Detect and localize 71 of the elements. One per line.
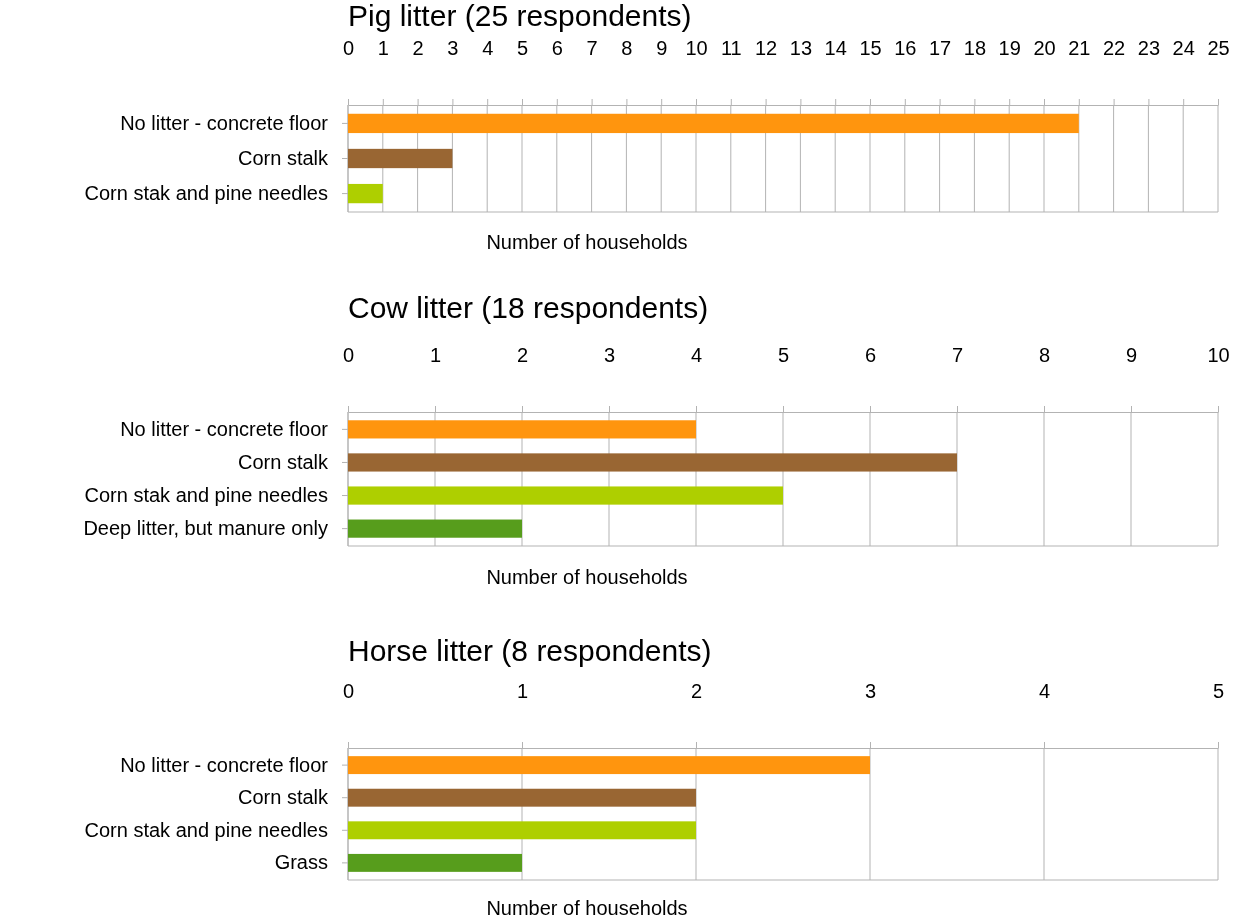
y-tick-label: Corn stak and pine needles bbox=[84, 818, 328, 841]
x-tick-label: 9 bbox=[1125, 344, 1138, 366]
x-tick-label: 6 bbox=[551, 37, 563, 59]
x-tick-label: 0 bbox=[342, 37, 355, 59]
bar bbox=[348, 853, 522, 872]
y-tick-label: No litter - concrete floor bbox=[120, 417, 329, 440]
x-axis-title: Number of households bbox=[486, 231, 688, 253]
x-tick-label: 3 bbox=[864, 680, 877, 702]
x-tick-label: 24 bbox=[1172, 37, 1195, 59]
bar bbox=[348, 821, 696, 840]
bar bbox=[348, 453, 957, 472]
bar bbox=[348, 183, 383, 204]
chart-title: Pig litter (25 respondents) bbox=[348, 0, 692, 32]
x-tick-label: 25 bbox=[1207, 37, 1230, 59]
y-tick-label: Grass bbox=[274, 851, 328, 874]
x-tick-label: 15 bbox=[859, 37, 882, 59]
y-tick-label: Corn stak and pine needles bbox=[84, 483, 328, 506]
x-tick-label: 0 bbox=[342, 344, 355, 366]
x-tick-label: 5 bbox=[1212, 680, 1225, 702]
y-tick-label: Deep litter, but manure only bbox=[83, 517, 328, 540]
bar bbox=[348, 788, 696, 807]
x-tick-label: 2 bbox=[516, 344, 529, 366]
x-tick-label: 5 bbox=[516, 37, 529, 59]
x-tick-label: 10 bbox=[685, 37, 708, 59]
x-tick-label: 18 bbox=[963, 37, 987, 59]
x-tick-label: 8 bbox=[621, 37, 633, 59]
x-tick-label: 1 bbox=[377, 37, 389, 59]
y-tick-label: Corn stak and pine needles bbox=[84, 181, 328, 204]
x-axis-title: Number of households bbox=[486, 897, 688, 918]
x-axis-title: Number of households bbox=[486, 566, 688, 588]
x-tick-label: 4 bbox=[1038, 680, 1051, 702]
x-tick-label: 6 bbox=[864, 344, 877, 366]
x-tick-label: 3 bbox=[447, 37, 459, 59]
bar bbox=[348, 756, 870, 775]
chart-title: Horse litter (8 respondents) bbox=[348, 634, 712, 667]
y-tick-label: No litter - concrete floor bbox=[120, 111, 329, 134]
x-tick-label: 17 bbox=[928, 37, 952, 59]
x-tick-label: 4 bbox=[482, 37, 494, 59]
y-tick-label: Corn stalk bbox=[237, 146, 329, 169]
x-tick-label: 4 bbox=[690, 344, 703, 366]
y-tick-label: Corn stalk bbox=[237, 786, 329, 809]
x-tick-label: 2 bbox=[412, 37, 424, 59]
x-tick-label: 22 bbox=[1102, 37, 1126, 59]
x-tick-label: 12 bbox=[754, 37, 778, 59]
x-tick-label: 8 bbox=[1038, 344, 1051, 366]
y-tick-label: Corn stalk bbox=[237, 450, 329, 473]
x-tick-label: 1 bbox=[516, 680, 529, 702]
x-tick-label: 3 bbox=[603, 344, 616, 366]
x-tick-label: 11 bbox=[720, 37, 742, 59]
x-tick-label: 16 bbox=[894, 37, 917, 59]
bar bbox=[348, 113, 1079, 134]
x-tick-label: 1 bbox=[429, 344, 442, 366]
x-tick-label: 13 bbox=[789, 37, 813, 59]
x-tick-label: 5 bbox=[777, 344, 790, 366]
bar bbox=[348, 519, 522, 538]
x-tick-label: 14 bbox=[824, 37, 847, 59]
x-tick-label: 2 bbox=[690, 680, 703, 702]
x-tick-label: 7 bbox=[951, 344, 964, 366]
x-tick-label: 9 bbox=[656, 37, 668, 59]
x-tick-label: 0 bbox=[342, 680, 355, 702]
x-tick-label: 23 bbox=[1137, 37, 1161, 59]
x-tick-label: 20 bbox=[1033, 37, 1056, 59]
bar bbox=[348, 420, 696, 439]
bar bbox=[348, 148, 453, 169]
x-tick-label: 19 bbox=[998, 37, 1021, 59]
y-tick-label: No litter - concrete floor bbox=[120, 753, 329, 776]
chart-title: Cow litter (18 respondents) bbox=[348, 291, 709, 324]
x-tick-label: 21 bbox=[1068, 37, 1091, 59]
x-tick-label: 7 bbox=[586, 37, 598, 59]
bar bbox=[348, 486, 783, 505]
x-tick-label: 10 bbox=[1207, 344, 1230, 366]
